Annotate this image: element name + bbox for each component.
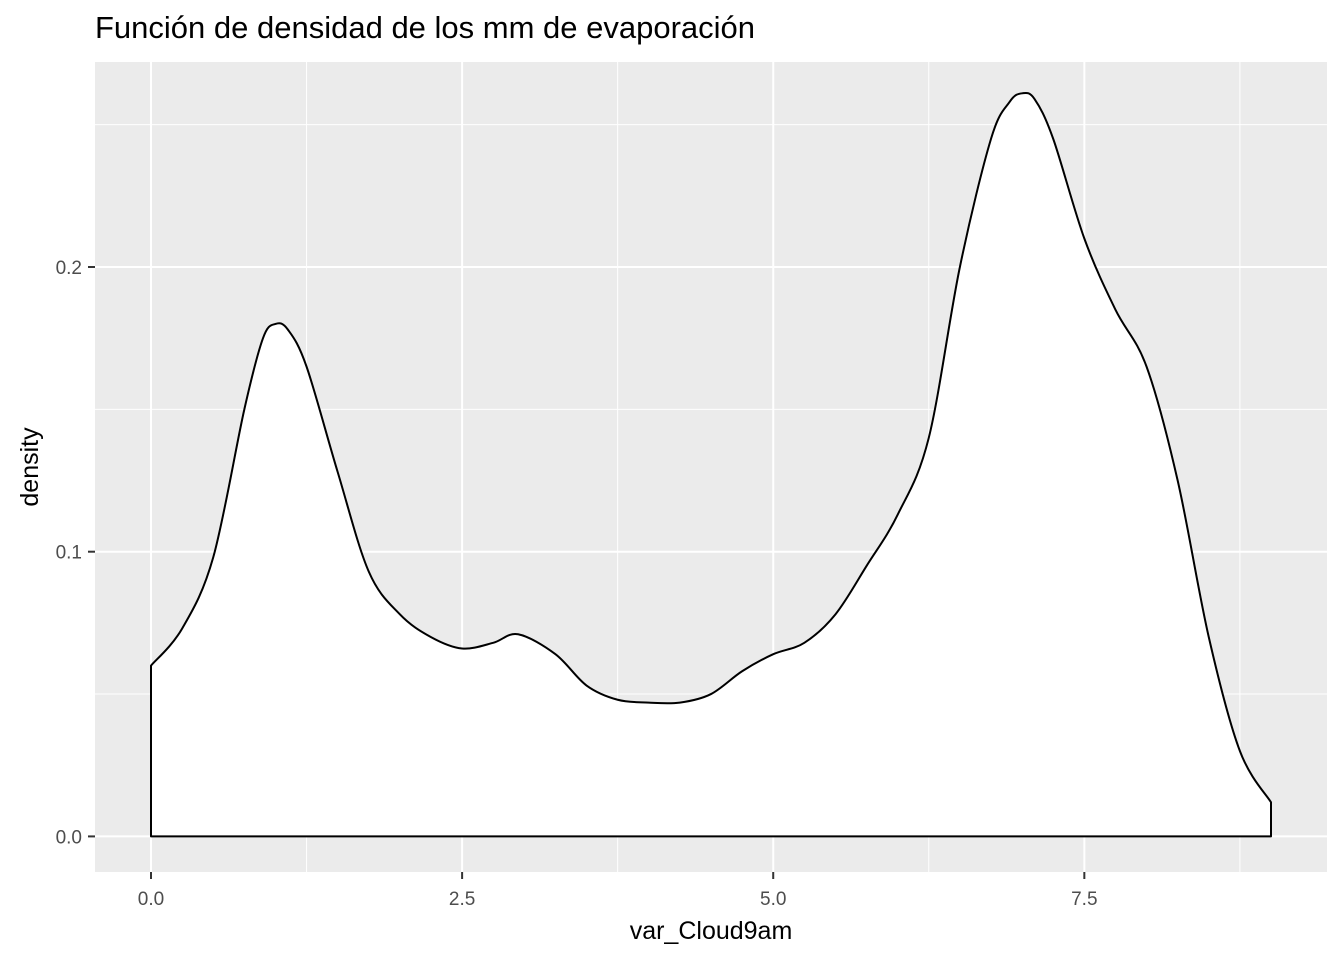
x-tick-label: 5.0 xyxy=(760,889,786,910)
x-axis-title: var_Cloud9am xyxy=(630,917,793,945)
y-axis-title: density xyxy=(16,427,44,507)
density-area xyxy=(150,91,1272,838)
x-tick-label: 0.0 xyxy=(138,889,164,910)
y-tick-label: 0.1 xyxy=(56,543,82,564)
x-tick-label: 7.5 xyxy=(1071,889,1097,910)
y-tick-label: 0.2 xyxy=(56,258,82,279)
x-tick-label: 2.5 xyxy=(449,889,475,910)
chart-title: Función de densidad de los mm de evapora… xyxy=(95,10,756,45)
y-tick-label: 0.0 xyxy=(56,827,82,848)
x-axis-ticks: 0.0 2.5 5.0 7.5 xyxy=(138,872,1098,910)
y-axis-ticks: 0.0 0.1 0.2 xyxy=(56,258,95,848)
